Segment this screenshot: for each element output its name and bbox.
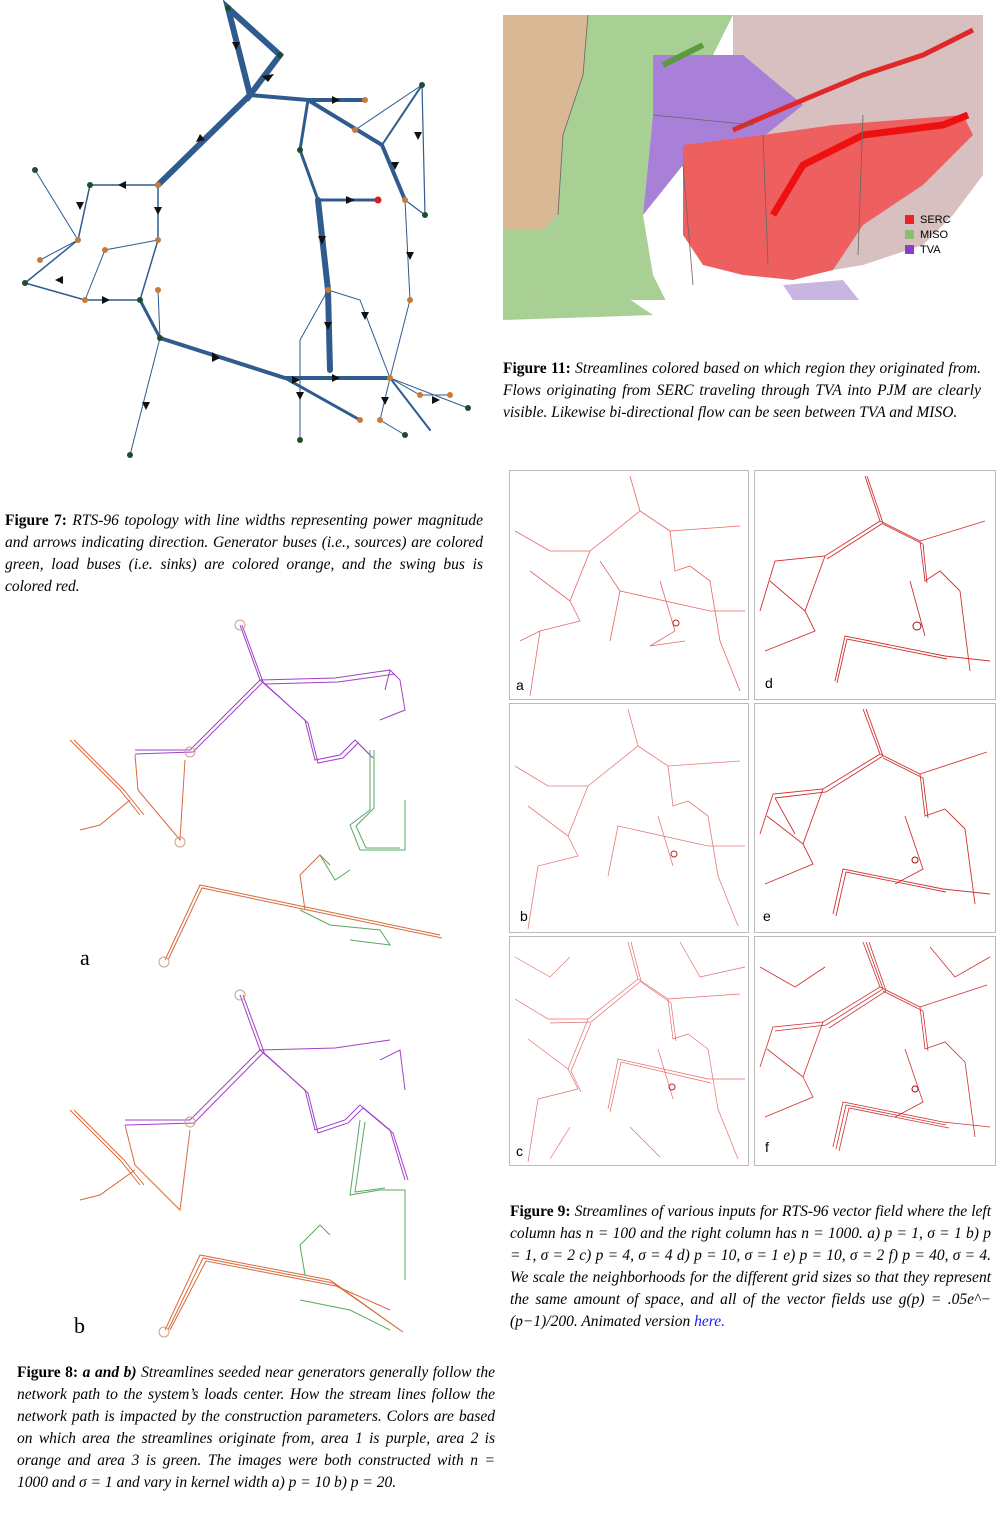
figure-9b-panel: b: [509, 703, 749, 933]
load-buses: [37, 97, 453, 423]
figure-9e-panel: e: [754, 703, 996, 933]
figure-11-legend: SERC MISO TVA: [905, 213, 951, 258]
figure-8-text: Streamlines seeded near generators gener…: [17, 1364, 495, 1491]
figure-8-caption: Figure 8: a and b) Streamlines seeded ne…: [17, 1362, 495, 1494]
figure-9-tail: Animated version: [581, 1313, 691, 1330]
figure-7-caption: Figure 7: RTS-96 topology with line widt…: [5, 510, 483, 598]
figure-8-label: Figure 8:: [17, 1364, 79, 1381]
figure-7-text: RTS-96 topology with line widths represe…: [5, 512, 483, 595]
figure-9b-label: b: [520, 908, 528, 924]
figure-8b-label: b: [74, 1313, 85, 1338]
swing-bus: [374, 196, 382, 204]
figure-9-text: Streamlines of various inputs for RTS-96…: [510, 1203, 991, 1330]
figure-11-map: SERC MISO TVA: [503, 15, 983, 320]
figure-9d-panel: d: [754, 470, 996, 700]
figure-11-label: Figure 11:: [503, 360, 571, 377]
figure-9e-label: e: [763, 908, 771, 924]
area2-orange: [69, 739, 443, 961]
area3-green: [299, 1119, 406, 1331]
figure-9-caption: Figure 9: Streamlines of various inputs …: [510, 1201, 991, 1333]
figure-8a-label: a: [80, 945, 90, 970]
figure-7-label: Figure 7:: [5, 512, 67, 529]
figure-9-label: Figure 9:: [510, 1203, 571, 1220]
figure-9c-panel: c: [509, 936, 749, 1166]
figure-9c-label: c: [516, 1143, 523, 1159]
figure-9a-label: a: [516, 677, 524, 693]
figure-7-network: [22, 0, 471, 458]
figure-8a-streamlines: [69, 619, 443, 968]
figure-8b-streamlines: [69, 989, 409, 1338]
tva-swatch: [905, 245, 914, 254]
generator-buses: [22, 5, 471, 458]
area1-purple: [134, 624, 406, 764]
figure-11-text: Streamlines colored based on which regio…: [503, 360, 981, 421]
serc-swatch: [905, 215, 914, 224]
miso-swatch: [905, 230, 914, 239]
figure-9f-panel: f: [754, 936, 996, 1166]
figure-11-caption: Figure 11: Streamlines colored based on …: [503, 358, 981, 424]
legend-serc: SERC: [905, 213, 951, 228]
legend-tva: TVA: [905, 243, 951, 258]
direction-arrows: [55, 42, 440, 410]
figure-9a-panel: a: [509, 470, 749, 700]
network-lines: [24, 0, 469, 456]
figure-8-lead: a and b): [82, 1364, 137, 1381]
figure-9f-label: f: [765, 1139, 769, 1155]
animated-version-link[interactable]: here.: [694, 1313, 725, 1330]
area3-green: [299, 750, 406, 946]
area2-orange: [69, 1109, 404, 1333]
figure-9d-label: d: [765, 675, 773, 691]
legend-miso: MISO: [905, 228, 951, 243]
area1-purple: [124, 994, 409, 1181]
